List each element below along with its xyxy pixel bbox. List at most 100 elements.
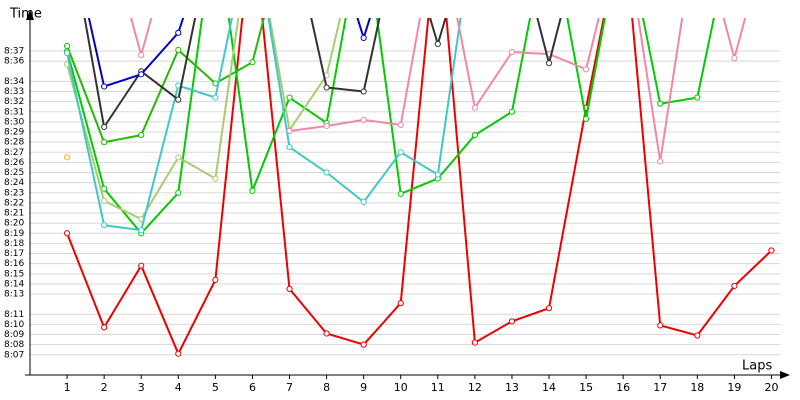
point <box>360 116 367 123</box>
x-tick-label: 11 <box>431 381 445 394</box>
point <box>138 262 145 269</box>
point <box>768 247 775 254</box>
point <box>397 300 404 307</box>
point <box>138 51 145 59</box>
point <box>397 121 404 129</box>
point <box>657 158 664 165</box>
point <box>545 60 553 67</box>
point <box>101 222 108 229</box>
y-tick-label: 8:19 <box>4 229 24 239</box>
point <box>63 154 71 161</box>
point <box>360 341 367 348</box>
point <box>397 149 404 156</box>
point <box>249 59 256 66</box>
y-tick-label: 8:30 <box>4 117 24 127</box>
x-tick-label: 15 <box>579 381 593 394</box>
point <box>434 171 441 178</box>
y-tick-label: 8:25 <box>4 168 24 178</box>
point <box>63 49 71 57</box>
y-tick-label: 8:20 <box>4 219 24 229</box>
y-tick-label: 8:10 <box>4 320 24 330</box>
point <box>101 123 108 131</box>
point <box>323 122 330 130</box>
point <box>731 55 738 62</box>
y-tick-label: 8:13 <box>4 290 24 300</box>
point <box>212 94 219 101</box>
y-tick-label: 8:17 <box>4 249 24 259</box>
y-tick-label: 8:09 <box>4 330 24 340</box>
point <box>471 339 478 346</box>
y-tick-label: 8:21 <box>4 209 24 219</box>
x-tick-label: 6 <box>249 381 256 394</box>
point <box>360 198 367 205</box>
y-tick-label: 8:31 <box>4 107 24 117</box>
point <box>175 46 182 54</box>
x-axis-label: Laps <box>742 359 772 374</box>
x-tick-label: 18 <box>690 381 704 394</box>
y-tick-label: 8:24 <box>4 178 24 188</box>
x-tick-label: 12 <box>468 381 482 394</box>
y-tick-label: 8:37 <box>4 47 24 57</box>
point <box>657 100 664 107</box>
point <box>212 276 219 283</box>
y-tick-label: 8:07 <box>4 350 24 360</box>
x-tick-label: 7 <box>286 381 293 394</box>
point <box>175 29 182 36</box>
point <box>694 332 701 339</box>
point <box>471 104 478 111</box>
x-tick-label: 2 <box>101 381 108 394</box>
point <box>323 169 330 176</box>
y-tick-label: 8:22 <box>4 198 24 208</box>
point <box>138 71 145 78</box>
ticks: 8:078:088:098:108:11 8:138:148:158:168:17… <box>4 47 778 394</box>
point <box>582 66 590 73</box>
x-tick-label: 14 <box>542 381 556 394</box>
series-line <box>66 18 342 221</box>
point <box>101 83 108 90</box>
y-tick-label: 8:18 <box>4 239 24 249</box>
x-tick-label: 9 <box>360 381 367 394</box>
point <box>175 96 182 103</box>
point <box>508 108 516 115</box>
point <box>101 324 108 331</box>
point <box>286 94 293 101</box>
x-tick-label: 20 <box>764 381 778 394</box>
point <box>397 190 404 197</box>
point <box>545 305 553 312</box>
point <box>286 285 293 293</box>
point <box>138 227 145 234</box>
point <box>286 127 293 135</box>
y-tick-label: 8:28 <box>4 138 24 148</box>
x-tick-label: 19 <box>727 381 741 394</box>
x-tick-label: 16 <box>616 381 630 394</box>
point <box>175 154 182 161</box>
point <box>360 88 367 95</box>
y-tick-label: 8:33 <box>4 87 24 97</box>
y-tick-label: 8:29 <box>4 128 24 138</box>
x-tick-label: 8 <box>323 381 330 394</box>
point <box>360 34 367 41</box>
point <box>63 42 71 50</box>
series-line <box>130 18 747 162</box>
point <box>731 282 738 290</box>
y-tick-label: 8:11 <box>4 310 24 320</box>
y-axis-label: Time <box>9 7 42 22</box>
point <box>323 330 330 337</box>
point <box>508 48 516 56</box>
point <box>63 230 71 237</box>
x-tick-label: 3 <box>138 381 145 394</box>
point <box>138 131 145 139</box>
series-line <box>66 18 462 232</box>
point <box>286 144 293 151</box>
y-arrow <box>26 10 34 20</box>
y-tick-label: 8:32 <box>4 97 24 107</box>
point <box>694 94 701 101</box>
point <box>434 40 441 48</box>
point <box>323 84 330 91</box>
y-tick-label: 8:34 <box>4 77 24 87</box>
y-tick-label: 8:23 <box>4 188 24 198</box>
y-tick-label: 8:26 <box>4 158 24 168</box>
series-line <box>83 18 562 130</box>
x-tick-label: 10 <box>394 381 408 394</box>
